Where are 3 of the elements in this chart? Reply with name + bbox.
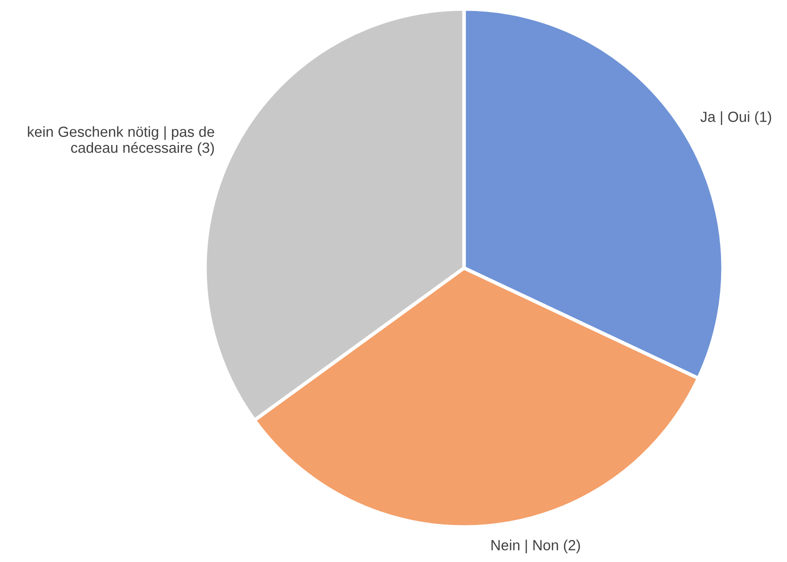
slice-label: Nein | Non (2) <box>492 540 580 554</box>
slice-label: kein Geschenk nötig | pas de cadeau nécessaire (3) <box>28 126 214 156</box>
slice-label: Ja | Oui (1) <box>700 111 772 125</box>
